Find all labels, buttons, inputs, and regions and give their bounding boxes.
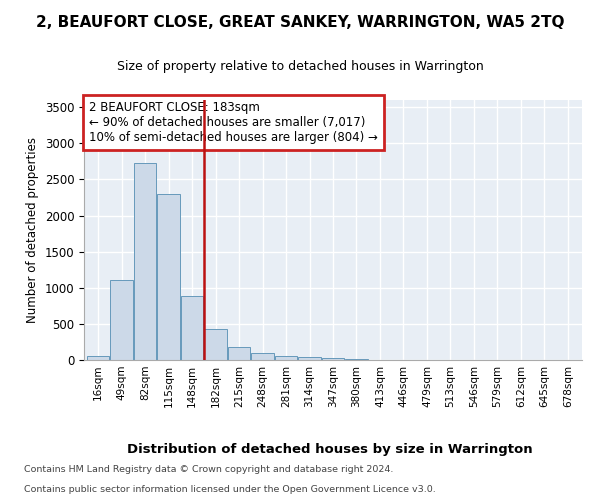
Text: Contains HM Land Registry data © Crown copyright and database right 2024.: Contains HM Land Registry data © Crown c… xyxy=(24,465,394,474)
Y-axis label: Number of detached properties: Number of detached properties xyxy=(26,137,39,323)
Text: 2 BEAUFORT CLOSE: 183sqm
← 90% of detached houses are smaller (7,017)
10% of sem: 2 BEAUFORT CLOSE: 183sqm ← 90% of detach… xyxy=(89,102,378,144)
Bar xyxy=(157,194,180,360)
Bar xyxy=(205,329,227,360)
Bar xyxy=(346,359,368,360)
Bar xyxy=(322,358,344,360)
Bar xyxy=(181,296,203,360)
Bar xyxy=(298,357,320,360)
Bar xyxy=(228,346,250,360)
Bar xyxy=(275,356,297,360)
Bar xyxy=(87,356,109,360)
Text: Distribution of detached houses by size in Warrington: Distribution of detached houses by size … xyxy=(127,442,533,456)
Bar xyxy=(251,353,274,360)
Bar xyxy=(110,280,133,360)
Text: 2, BEAUFORT CLOSE, GREAT SANKEY, WARRINGTON, WA5 2TQ: 2, BEAUFORT CLOSE, GREAT SANKEY, WARRING… xyxy=(36,15,564,30)
Bar xyxy=(134,163,156,360)
Text: Size of property relative to detached houses in Warrington: Size of property relative to detached ho… xyxy=(116,60,484,73)
Text: Contains public sector information licensed under the Open Government Licence v3: Contains public sector information licen… xyxy=(24,485,436,494)
